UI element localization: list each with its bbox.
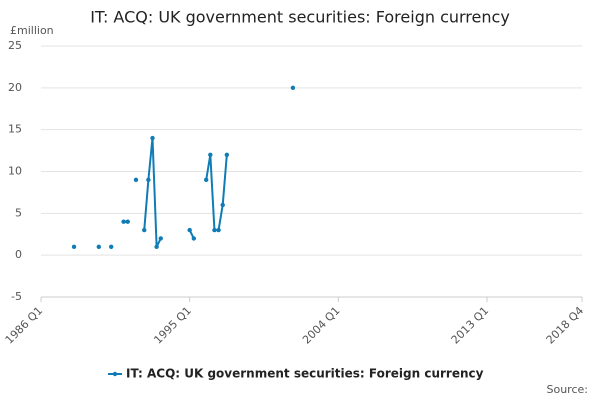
point: [187, 227, 192, 233]
point: [220, 202, 225, 208]
point: [212, 227, 217, 233]
point: [133, 177, 139, 183]
point: [224, 152, 230, 157]
y-axis-label: £million: [10, 24, 54, 37]
point: [150, 135, 155, 141]
line: [124, 88, 293, 247]
point: [154, 244, 159, 249]
y-tick-label: 5: [15, 206, 22, 219]
point: [146, 177, 151, 183]
point: [109, 244, 114, 249]
point: [191, 236, 197, 241]
y-tick-label: 0: [15, 248, 22, 261]
x-tick-label: 1995 Q1: [151, 304, 194, 347]
point: [125, 219, 130, 224]
point: [290, 85, 296, 91]
x-tick-label: 2004 Q1: [300, 304, 343, 347]
legend-marker: [112, 371, 118, 377]
point: [216, 227, 221, 233]
source: Source:: [547, 383, 589, 396]
point: [158, 236, 163, 241]
x-tick-label: 1986 Q1: [3, 304, 46, 347]
x-tick-label: 2013 Q1: [449, 304, 492, 347]
y-tick-label: 20: [8, 81, 22, 94]
y-tick-label: 15: [8, 123, 22, 136]
y-tick-label: -5: [11, 290, 22, 303]
y-tick-label: 10: [8, 165, 22, 178]
point: [208, 152, 213, 157]
chart-title: IT: ACQ: UK government securities: Forei…: [90, 8, 510, 27]
point: [121, 219, 126, 224]
point: [203, 177, 209, 183]
x-tick-label: 2018 Q4: [544, 304, 587, 347]
point: [96, 244, 102, 249]
point: [142, 227, 147, 233]
legend-label: IT: ACQ: UK government securities: Forei…: [126, 367, 484, 381]
point: [71, 244, 77, 249]
y-tick-label: 25: [8, 39, 22, 52]
